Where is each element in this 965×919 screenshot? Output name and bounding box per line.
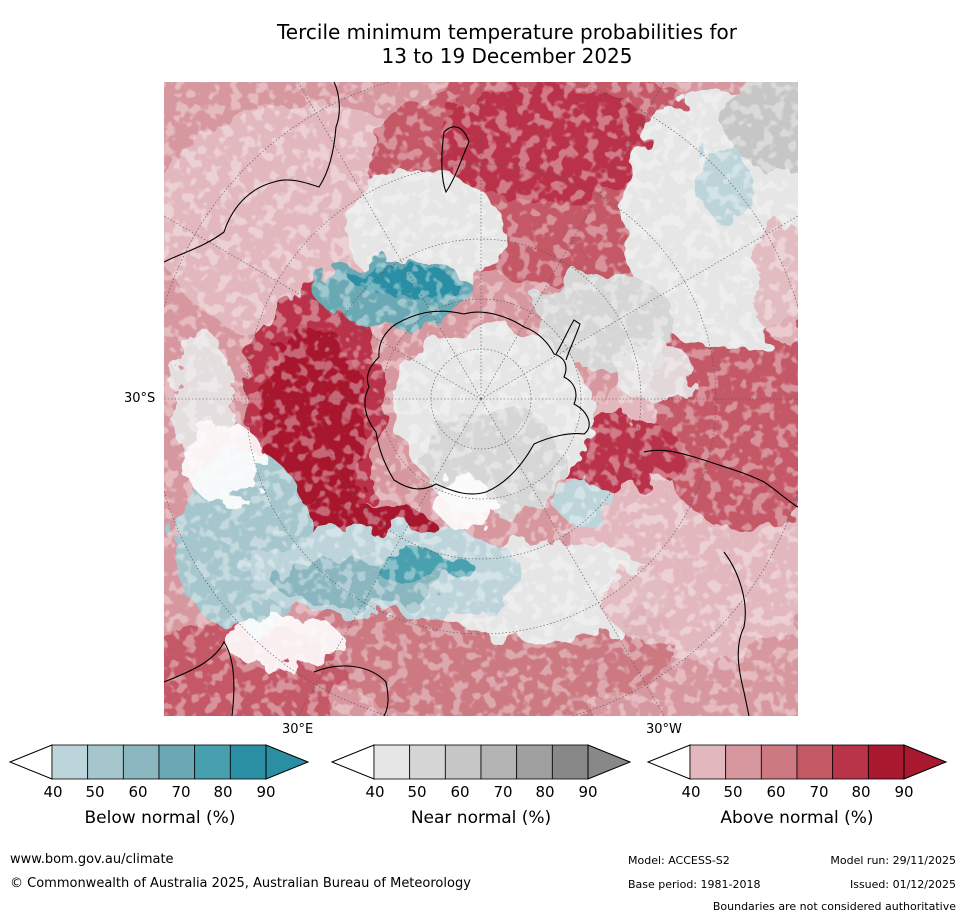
polar-probability-map — [164, 82, 798, 716]
tick-label: 50 — [407, 783, 427, 801]
colorbar-swatch — [122, 744, 160, 780]
tick-label: 60 — [766, 783, 786, 801]
base-period: Base period: 1981-2018 — [628, 878, 761, 891]
colorbar-swatch — [229, 744, 267, 780]
colorbar-near-normal-label: Near normal (%) — [410, 808, 552, 828]
tick-label: 70 — [171, 783, 191, 801]
map-svg — [164, 82, 798, 716]
tick-label: 80 — [851, 783, 871, 801]
tick-label: 90 — [578, 783, 598, 801]
tick-label: 70 — [493, 783, 513, 801]
colorbar-below-normal — [8, 743, 310, 785]
longitude-label-west: 30°W — [646, 722, 682, 737]
colorbar-swatch — [87, 744, 124, 780]
model-run-date: Model run: 29/11/2025 — [830, 854, 956, 867]
colorbar-near-normal — [330, 743, 632, 785]
model-name: Model: ACCESS-S2 — [628, 854, 730, 867]
website-link[interactable]: www.bom.gov.au/climate — [10, 852, 174, 867]
colorbar-swatch — [832, 744, 869, 780]
colorbar-swatch — [444, 744, 482, 780]
tick-label: 70 — [809, 783, 829, 801]
tick-label: 40 — [43, 783, 63, 801]
tick-label: 50 — [723, 783, 743, 801]
title-line-1: Tercile minimum temperature probabilitie… — [276, 20, 738, 44]
colorbar-swatch — [51, 744, 89, 780]
tick-label: 80 — [535, 783, 555, 801]
australia-coast — [164, 82, 340, 263]
colorbar-swatch — [551, 744, 589, 780]
coastlines — [164, 82, 798, 716]
colorbar-above-normal — [646, 743, 948, 785]
colorbar-swatch — [760, 744, 798, 780]
colorbar-swatch — [516, 744, 553, 780]
colorbar-above-normal-label: Above normal (%) — [720, 808, 874, 828]
antarctica-coast — [364, 310, 590, 495]
tick-label: 60 — [450, 783, 470, 801]
colorbar-swatch — [373, 744, 411, 780]
colorbar-swatch — [409, 744, 446, 780]
disclaimer-text: Boundaries are not considered authoritat… — [712, 900, 956, 913]
south-america-coast-2 — [723, 551, 750, 716]
colorbar-near-normal-svg — [330, 744, 632, 780]
tick-label: 80 — [213, 783, 233, 801]
africa-coast-2 — [313, 665, 389, 716]
graticule — [164, 82, 798, 716]
chart-title: Tercile minimum temperature probabilitie… — [0, 20, 965, 68]
title-line-2: 13 to 19 December 2025 — [381, 44, 633, 68]
tick-label: 90 — [256, 783, 276, 801]
longitude-label-east: 30°E — [282, 722, 314, 737]
colorbar-swatch — [725, 744, 762, 780]
tick-label: 40 — [365, 783, 385, 801]
colorbar-swatch — [867, 744, 905, 780]
tick-label: 40 — [681, 783, 701, 801]
colorbar-swatch — [796, 744, 834, 780]
colorbar-swatch — [480, 744, 518, 780]
tick-label: 90 — [894, 783, 914, 801]
antarctic-peninsula-coast — [555, 319, 581, 361]
colorbar-below-normal-svg — [8, 744, 310, 780]
colorbar-above-normal-svg — [646, 744, 948, 780]
colorbar-swatch — [194, 744, 231, 780]
tick-label: 50 — [85, 783, 105, 801]
colorbar-swatch — [158, 744, 196, 780]
issued-date: Issued: 01/12/2025 — [849, 878, 956, 891]
latitude-label: 30°S — [124, 391, 156, 406]
colorbar-swatch — [689, 744, 727, 780]
colorbar-below-normal-label: Below normal (%) — [84, 808, 236, 828]
tick-label: 60 — [128, 783, 148, 801]
africa-coast — [164, 640, 235, 716]
south-america-coast — [643, 449, 798, 508]
copyright-text: © Commonwealth of Australia 2025, Austra… — [10, 876, 471, 891]
new-zealand-coast — [441, 126, 470, 194]
